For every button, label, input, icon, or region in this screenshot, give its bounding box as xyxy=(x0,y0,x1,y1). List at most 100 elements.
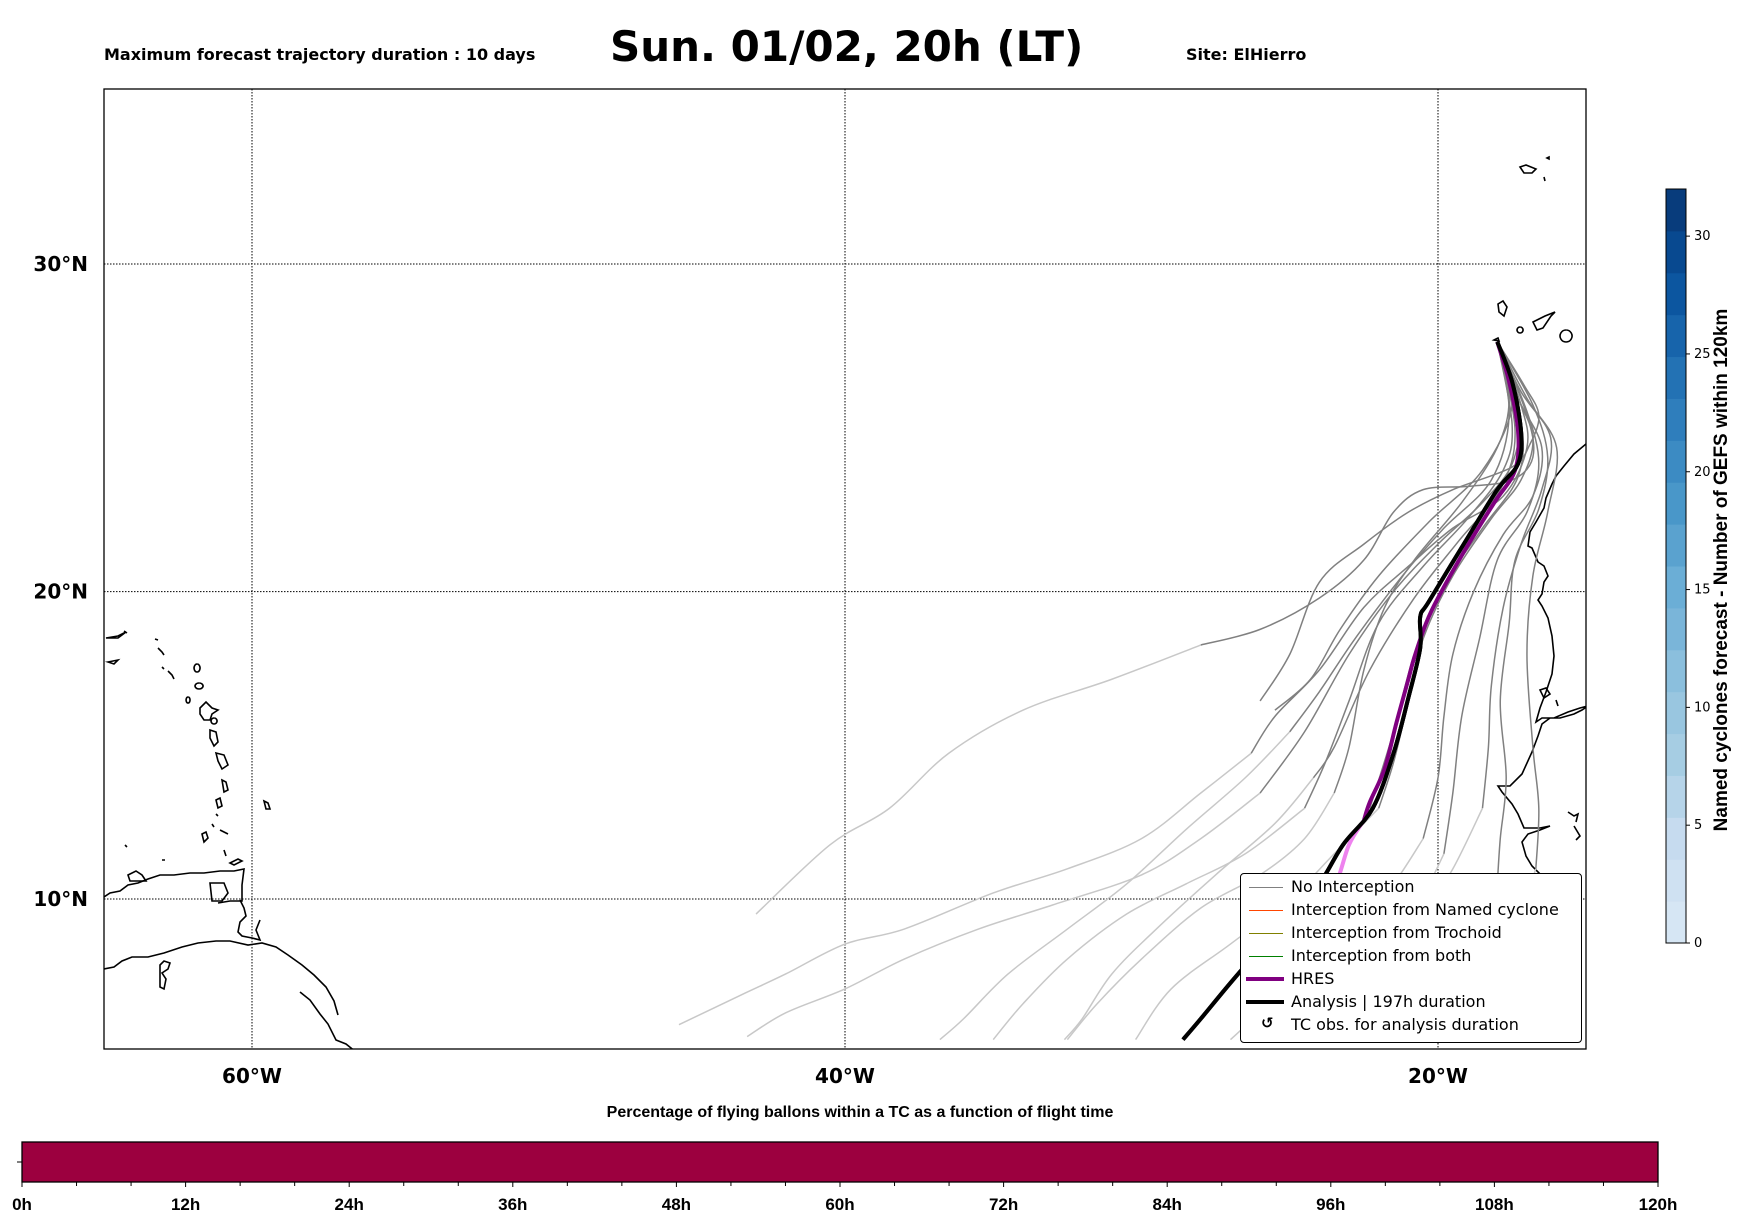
colorbar-segment xyxy=(1666,566,1686,609)
hour-tick-label: 96h xyxy=(1316,1195,1345,1213)
colorbar-tick-label: 30 xyxy=(1694,229,1711,244)
legend-label: Interception from Named cyclone xyxy=(1291,900,1559,919)
island-tenerife xyxy=(1531,311,1556,331)
colorbar-segment xyxy=(1666,817,1686,860)
hour-tick-label: 120h xyxy=(1639,1195,1678,1213)
legend-item-tc-obs[interactable]: ↺ TC obs. for analysis duration xyxy=(1241,1014,1581,1037)
ensemble-trajectory xyxy=(1066,792,1335,1041)
colorbar-segment xyxy=(1666,859,1686,902)
tc-obs-marker-icon: ↺ xyxy=(1261,1014,1274,1032)
island-st-vincent xyxy=(211,796,223,828)
colorbar-segment xyxy=(1666,189,1686,232)
legend-line-purple xyxy=(1246,977,1284,981)
map-frame xyxy=(103,88,1587,1050)
colorbar-frame xyxy=(1665,188,1687,944)
legend-item-trochoid[interactable]: Interception from Trochoid xyxy=(1241,922,1581,945)
site-text: Site: ElHierro xyxy=(1186,45,1307,64)
legend-item-both[interactable]: Interception from both xyxy=(1241,945,1581,968)
colorbar-tick-label: 0 xyxy=(1694,936,1702,951)
max-duration-text: Maximum forecast trajectory duration : 1… xyxy=(104,45,536,64)
ensemble-trajectory xyxy=(1063,777,1315,1041)
bottom-bar-title: Percentage of flying ballons within a TC… xyxy=(606,1104,1114,1121)
flight-time-bar: 0h 12h 24h 36h 48h 60h 72h 84h 96h 108h 120h xyxy=(12,1141,1678,1213)
island-la-palma xyxy=(1497,299,1508,318)
colorbar-segment xyxy=(1666,398,1686,441)
island-abc xyxy=(124,844,165,882)
legend-label: Interception from Trochoid xyxy=(1291,923,1502,942)
colorbar-segment xyxy=(1666,733,1686,776)
hres-trajectory xyxy=(1361,341,1521,822)
ensemble-trajectory xyxy=(678,752,1252,1026)
flight-time-bar-fill xyxy=(22,1142,1658,1182)
ensemble-trajectory xyxy=(1443,341,1540,854)
colorbar-segment xyxy=(1666,230,1686,274)
coast-venezuela-east xyxy=(104,940,339,1016)
legend-label: HRES xyxy=(1291,969,1335,988)
colorbar-segment xyxy=(1666,607,1686,651)
island-madeira xyxy=(1518,164,1538,174)
coast-venezuela-north xyxy=(104,867,245,904)
colorbar-segment xyxy=(1666,524,1686,567)
island-barbados xyxy=(262,799,272,810)
island-virgin-islands xyxy=(123,630,159,641)
ensemble-trajectory xyxy=(1496,341,1549,884)
ensemble-trajectory xyxy=(1259,341,1540,702)
ensemble-trajectories xyxy=(1200,341,1559,884)
ensemble-trajectory xyxy=(1312,341,1516,779)
ensemble-trajectory xyxy=(1333,341,1510,794)
island-guadeloupe xyxy=(199,700,220,725)
island-tobago xyxy=(228,858,244,866)
island-dominica xyxy=(209,728,219,748)
delta-orinoco xyxy=(219,829,262,942)
hour-tick-label: 36h xyxy=(498,1195,527,1213)
legend-item-hres[interactable]: HRES xyxy=(1241,968,1581,991)
colorbar-segment xyxy=(1666,440,1686,483)
lat-tick-label: 10°N xyxy=(33,887,88,911)
island-margarita xyxy=(159,960,172,991)
ensemble-trajectory xyxy=(1200,341,1535,646)
coast-africa-west xyxy=(1496,443,1586,893)
antilles-chain xyxy=(157,647,204,704)
ensemble-trajectory xyxy=(1496,341,1559,869)
island-el-hierro xyxy=(1491,336,1501,343)
hour-tick-label: 72h xyxy=(989,1195,1018,1213)
ensemble-trajectory xyxy=(755,644,1202,915)
legend-line-green xyxy=(1249,956,1283,957)
ensemble-trajectory xyxy=(1250,341,1529,754)
legend-item-named-cyclone[interactable]: Interception from Named cyclone xyxy=(1241,899,1581,922)
legend-item-analysis[interactable]: Analysis | 197h duration xyxy=(1241,991,1581,1014)
hour-tick-label: 48h xyxy=(662,1195,691,1213)
lon-tick-label: 40°W xyxy=(815,1064,875,1088)
colorbar-segment xyxy=(1666,901,1686,944)
ensemble-trajectory xyxy=(1422,341,1544,839)
colorbar-tick-label: 25 xyxy=(1694,347,1711,362)
legend-line-orange xyxy=(1249,910,1283,911)
ensemble-trajectory xyxy=(746,792,1261,1038)
legend-label: Interception from both xyxy=(1291,946,1472,965)
legend-item-no-interception[interactable]: No Interception xyxy=(1241,876,1581,899)
hour-tick-label: 24h xyxy=(335,1195,364,1213)
island-gran-canaria xyxy=(1559,329,1573,343)
colorbar-label: Named cyclones forecast - Number of GEFS… xyxy=(1711,308,1732,832)
coast-guianas xyxy=(299,991,354,1049)
legend-label: No Interception xyxy=(1291,877,1415,896)
legend-label: TC obs. for analysis duration xyxy=(1291,1015,1519,1034)
legend: No Interception Interception from Named … xyxy=(1240,873,1582,1043)
legend-line-black xyxy=(1246,1000,1284,1004)
hour-tick-label: 0h xyxy=(12,1195,32,1213)
colorbar-segment xyxy=(1666,649,1686,693)
hour-tick-label: 108h xyxy=(1475,1195,1514,1213)
island-grenada xyxy=(201,830,209,844)
ensemble-trajectory xyxy=(1274,341,1514,711)
lon-tick-label: 20°W xyxy=(1408,1064,1468,1088)
colorbar-segment xyxy=(1666,775,1686,818)
island-martinique xyxy=(214,751,229,771)
coastlines xyxy=(104,155,1586,1049)
colorbar-tick-label: 15 xyxy=(1694,583,1711,598)
axis-labels: 60°W 40°W 20°W 30°N 20°N 10°N xyxy=(33,252,1468,1088)
coast-africa-detail xyxy=(1538,687,1582,841)
graticule xyxy=(104,89,1586,1049)
colorbar-segment xyxy=(1666,482,1686,525)
lat-tick-label: 30°N xyxy=(33,252,88,276)
lon-tick-label: 60°W xyxy=(222,1064,282,1088)
